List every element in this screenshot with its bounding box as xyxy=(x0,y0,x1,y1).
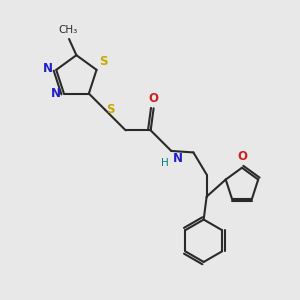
Text: O: O xyxy=(148,92,159,105)
Text: CH₃: CH₃ xyxy=(58,26,77,35)
Text: H: H xyxy=(161,158,169,168)
Text: S: S xyxy=(99,56,107,68)
Text: S: S xyxy=(106,103,115,116)
Text: O: O xyxy=(237,150,247,163)
Text: N: N xyxy=(173,152,183,165)
Text: N: N xyxy=(50,87,60,100)
Text: N: N xyxy=(43,62,53,75)
